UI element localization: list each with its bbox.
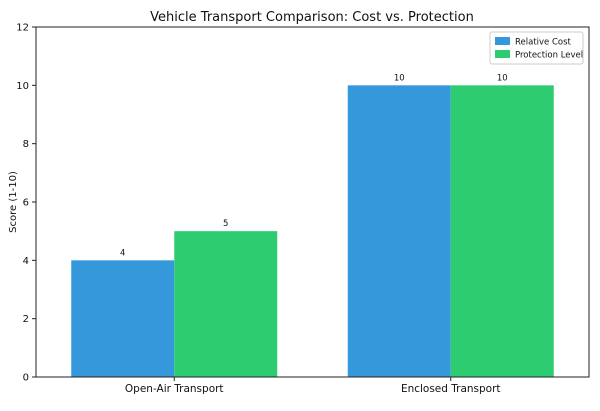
bar-data-label: 10 [394, 73, 405, 83]
chart-title: Vehicle Transport Comparison: Cost vs. P… [150, 10, 474, 25]
y-tick-label: 0 [23, 373, 29, 384]
y-tick-label: 8 [23, 139, 29, 150]
legend-swatch [495, 37, 510, 45]
legend-entry: Relative Cost [515, 38, 572, 48]
x-tick-label: Enclosed Transport [401, 383, 501, 395]
bar-data-label: 5 [223, 219, 228, 229]
legend-box [489, 31, 584, 65]
plot-frame [35, 26, 590, 378]
y-tick-label: 6 [23, 198, 29, 209]
y-tick-label: 2 [23, 314, 29, 325]
bar-protection-level-1 [450, 85, 554, 377]
legend: Relative Cost Protection Level [489, 31, 584, 65]
bar-relative-cost-0 [71, 260, 175, 377]
bar-protection-level-0 [174, 231, 278, 377]
bar-data-label: 10 [497, 73, 508, 83]
y-tick-label: 10 [16, 81, 29, 92]
legend-entry: Protection Level [515, 51, 583, 61]
y-tick-label: 4 [23, 256, 29, 267]
y-axis-label: Score (1-10) [8, 171, 19, 233]
x-tick-label: Open-Air Transport [125, 383, 224, 395]
bar-relative-cost-1 [347, 85, 451, 377]
y-tick-label: 12 [16, 23, 29, 34]
plot-area: 4 5 Open-Air Transport 10 10 Enclosed Transpo… [16, 23, 590, 395]
legend-swatch [495, 50, 510, 58]
bar-data-label: 4 [120, 248, 125, 258]
